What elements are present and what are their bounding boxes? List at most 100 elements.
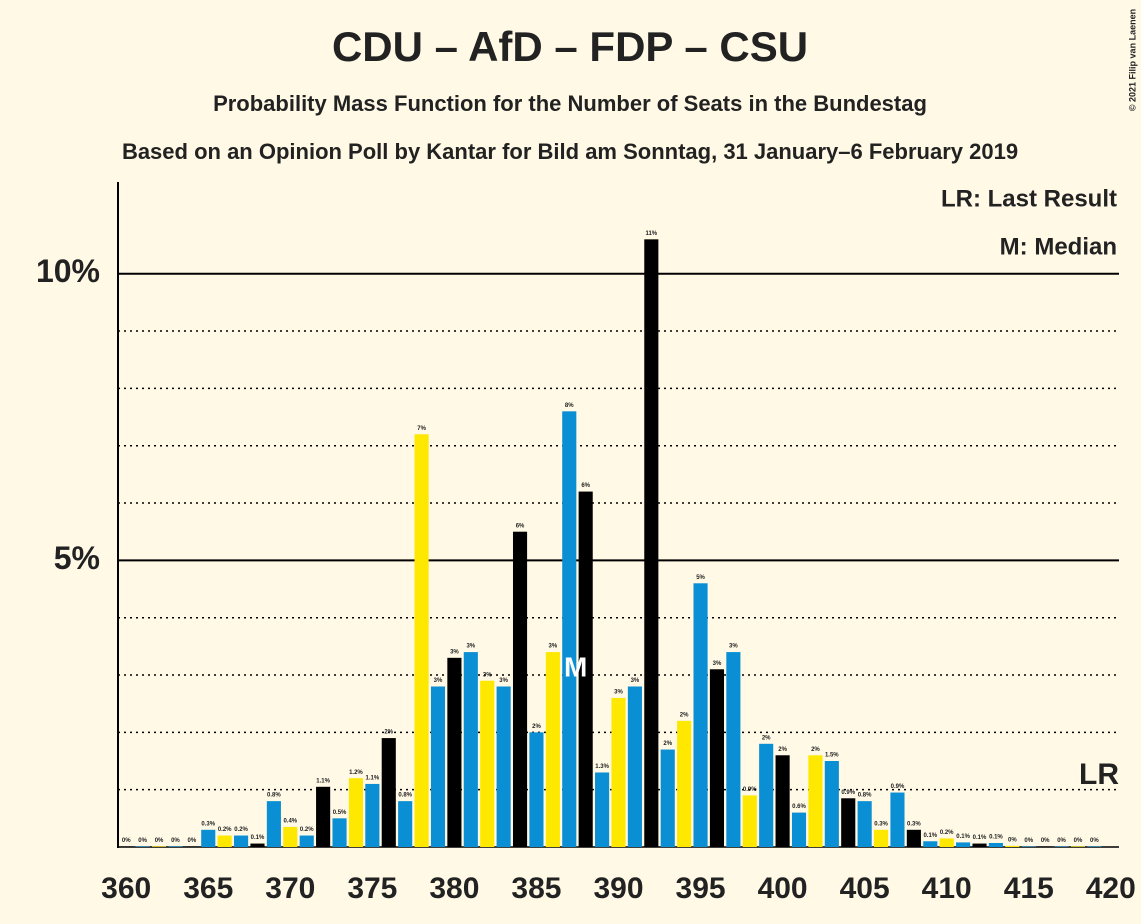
data-label: 0.1% (989, 835, 1003, 841)
bar (168, 846, 183, 847)
data-label: 0.1% (973, 835, 987, 841)
data-label: 0% (1024, 838, 1033, 844)
bar (660, 749, 675, 847)
data-label: 6% (581, 483, 590, 489)
data-label: 3% (499, 678, 508, 684)
data-label: 0% (188, 838, 197, 844)
data-label: 0% (1041, 838, 1050, 844)
data-label: 3% (466, 644, 475, 650)
bar (430, 686, 446, 847)
bar (988, 842, 1003, 847)
data-label: 1.5% (825, 753, 839, 759)
data-label: 0% (1057, 838, 1066, 844)
copyright: © 2021 Filip van Laenen (1127, 9, 1137, 111)
bar (906, 829, 921, 847)
bar (365, 783, 380, 847)
data-label: 2% (532, 724, 541, 730)
chart-title: CDU – AfD – FDP – CSU (332, 23, 808, 70)
data-label: 0.5% (333, 810, 347, 816)
bar (677, 720, 692, 847)
bar (398, 801, 413, 847)
data-label: 1.3% (595, 764, 609, 770)
data-label: 3% (450, 649, 459, 655)
bar (381, 738, 396, 847)
data-label: 0% (122, 838, 131, 844)
data-label: 0% (155, 838, 164, 844)
bar (939, 838, 954, 847)
bar (299, 835, 314, 847)
bar (1005, 845, 1020, 847)
bar (414, 434, 429, 847)
bar (119, 846, 134, 847)
data-label: 0.2% (234, 827, 248, 833)
y-tick-label: 10% (36, 253, 100, 289)
data-label: 0% (138, 838, 147, 844)
data-label: 11% (645, 231, 657, 237)
bar (956, 842, 971, 847)
bar (1038, 846, 1053, 847)
y-tick-label: 5% (54, 540, 100, 576)
data-label: 0.1% (923, 833, 937, 839)
bar (759, 743, 774, 847)
bar (348, 778, 363, 847)
x-tick-label: 400 (758, 872, 808, 905)
data-label: 0.8% (267, 793, 281, 799)
data-label: 0.9% (743, 787, 757, 793)
x-tick-label: 385 (511, 872, 561, 905)
data-label: 3% (631, 678, 640, 684)
x-tick-label: 395 (676, 872, 726, 905)
bar (890, 792, 905, 847)
bar (217, 835, 232, 847)
bar (250, 843, 265, 847)
data-label: 0.3% (201, 821, 215, 827)
bar (808, 755, 823, 847)
bar (857, 801, 872, 847)
data-label: 0% (1008, 837, 1017, 843)
data-label: 0.3% (907, 821, 921, 827)
bar (693, 583, 708, 847)
bar (1070, 846, 1086, 847)
x-tick-label: 370 (265, 872, 315, 905)
bar (726, 652, 741, 847)
bar (283, 826, 298, 847)
x-tick-label: 410 (922, 872, 972, 905)
data-label: 3% (614, 690, 623, 696)
data-label: 2% (778, 747, 787, 753)
x-tick-label: 365 (183, 872, 233, 905)
data-label: 0.8% (858, 793, 872, 799)
data-label: 3% (434, 678, 443, 684)
bar (1087, 846, 1102, 847)
bar (923, 841, 938, 847)
data-label: 0.9% (891, 784, 905, 790)
bar (562, 411, 577, 847)
data-label: 1.2% (349, 770, 363, 776)
data-label: 2% (762, 735, 771, 741)
data-label: 7% (417, 426, 426, 432)
data-label: 2% (811, 747, 820, 753)
bar (496, 686, 511, 847)
last-result-label: LR (1079, 758, 1119, 791)
bar (841, 798, 856, 847)
x-tick-label: 380 (429, 872, 479, 905)
bar (644, 239, 659, 848)
bar (578, 491, 593, 847)
data-label: 3% (713, 661, 722, 667)
bar (775, 755, 790, 847)
data-label: 0.1% (251, 835, 265, 841)
data-label: 0.2% (300, 827, 314, 833)
x-tick-label: 390 (593, 872, 643, 905)
bar (332, 818, 347, 847)
data-label: 1.1% (316, 778, 330, 784)
bar (791, 812, 807, 847)
data-label: 2% (663, 741, 672, 747)
data-label: 0.2% (940, 830, 954, 836)
data-label: 0% (171, 838, 180, 844)
bar (463, 652, 478, 847)
bar (1054, 846, 1069, 847)
bar (709, 669, 725, 847)
x-tick-label: 405 (840, 872, 890, 905)
data-label: 0.8% (398, 793, 412, 799)
bar (972, 843, 987, 847)
x-tick-label: 420 (1086, 872, 1136, 905)
